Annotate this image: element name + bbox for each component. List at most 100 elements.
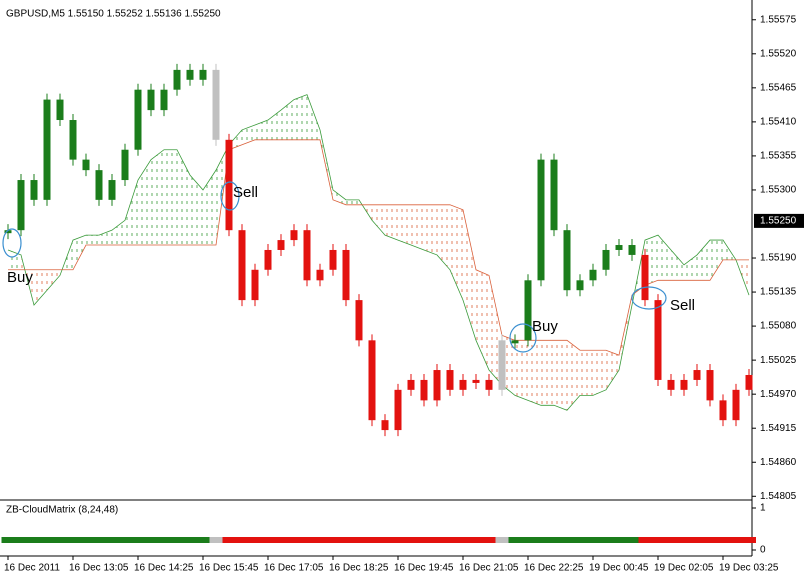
candle: [628, 245, 636, 255]
signal-strip: [235, 537, 249, 543]
signal-strip: [170, 537, 184, 543]
x-tick-label: 16 Dec 21:05: [459, 563, 519, 574]
span-a-line: [7, 94, 750, 411]
cloud-fill: [86, 235, 99, 246]
signal-strip: [105, 537, 119, 543]
signal-strip: [300, 537, 314, 543]
candle: [316, 269, 324, 281]
signal-strip: [651, 537, 665, 543]
candle: [472, 379, 480, 383]
candle: [615, 245, 623, 250]
x-tick-label: 19 Dec 03:25: [719, 563, 779, 574]
signal-strip: [261, 537, 275, 543]
signal-strip: [248, 537, 262, 543]
cloud-fill: [580, 350, 593, 396]
cloud-fill: [151, 149, 164, 246]
cloud-fill: [684, 254, 697, 281]
candle: [264, 249, 272, 270]
cloud-fill: [567, 340, 580, 411]
signal-strip: [118, 537, 132, 543]
signal-strip: [690, 537, 704, 543]
cloud-fill: [593, 350, 606, 396]
candle: [719, 400, 727, 421]
y-tick-label: 1.55135: [760, 287, 797, 298]
candle: [420, 379, 428, 401]
signal-strip: [443, 537, 457, 543]
y-tick-label: 1.55520: [760, 48, 797, 59]
signal-strip: [53, 537, 67, 543]
cloud-fill: [606, 350, 619, 390]
cloud-fill: [8, 249, 21, 270]
cloud-fill: [346, 199, 359, 205]
signal-strip: [729, 537, 743, 543]
candle: [706, 370, 714, 401]
signal-strip: [521, 537, 535, 543]
y-tick-label: 1.55465: [760, 82, 797, 93]
signal-strip: [157, 537, 171, 543]
candle: [186, 69, 194, 80]
cloud-fill: [385, 204, 398, 241]
y-tick-label: 1.55355: [760, 151, 797, 162]
cloud-fill: [242, 124, 255, 145]
cloud-fill: [34, 269, 47, 306]
candle: [225, 139, 233, 231]
signal-strip: [40, 537, 54, 543]
signal-circle: [220, 181, 240, 211]
cloud-fill: [190, 175, 203, 246]
signal-strip: [339, 537, 353, 543]
cloud-fill: [515, 340, 528, 401]
x-tick-label: 16 Dec 2011: [4, 563, 60, 574]
signal-strip: [79, 537, 93, 543]
candle: [30, 180, 38, 200]
candle: [251, 269, 259, 301]
candle: [368, 340, 376, 421]
candle: [693, 370, 701, 380]
cloud-fill: [112, 220, 125, 246]
cloud-fill: [307, 94, 320, 140]
cloud-fill: [203, 170, 216, 246]
x-tick-label: 16 Dec 13:05: [69, 563, 129, 574]
annotation: Sell: [670, 297, 695, 314]
cloud-fill: [450, 204, 463, 301]
y-tick-label: 1.55300: [760, 185, 797, 196]
signal-strip: [391, 537, 405, 543]
candle: [69, 120, 77, 160]
candle: [290, 230, 298, 241]
signal-strip: [560, 537, 574, 543]
candle: [680, 379, 688, 390]
signal-strip: [573, 537, 587, 543]
candle: [134, 89, 142, 150]
signal-strip: [703, 537, 717, 543]
y-tick-label: 1.54970: [760, 389, 797, 400]
candle: [381, 420, 389, 431]
y-tick-label: 1.55190: [760, 253, 797, 264]
candle: [459, 379, 467, 390]
candle: [550, 159, 558, 231]
candle: [537, 159, 545, 281]
candle: [446, 370, 454, 390]
candle: [485, 379, 493, 390]
signal-strip: [534, 537, 548, 543]
signal-strip: [183, 537, 197, 543]
candle: [43, 99, 51, 200]
annotation: Buy: [7, 269, 33, 286]
signal-strip: [1, 537, 15, 543]
cloud-fill: [697, 240, 710, 281]
span-b-line: [8, 139, 749, 356]
candle: [563, 230, 571, 291]
cloud-fill: [281, 99, 294, 140]
signal-strip: [131, 537, 145, 543]
candle: [407, 379, 415, 390]
signal-strip: [508, 537, 522, 543]
x-tick-label: 16 Dec 18:25: [329, 563, 389, 574]
candle: [342, 249, 350, 301]
candle: [17, 180, 25, 231]
candle: [641, 254, 649, 301]
candle: [654, 300, 662, 380]
candle: [498, 340, 506, 390]
signal-strip: [144, 537, 158, 543]
cloud-fill: [528, 340, 541, 406]
signal-strip: [209, 537, 223, 543]
candle: [82, 159, 90, 171]
y-tick-label: 1.55080: [760, 321, 797, 332]
